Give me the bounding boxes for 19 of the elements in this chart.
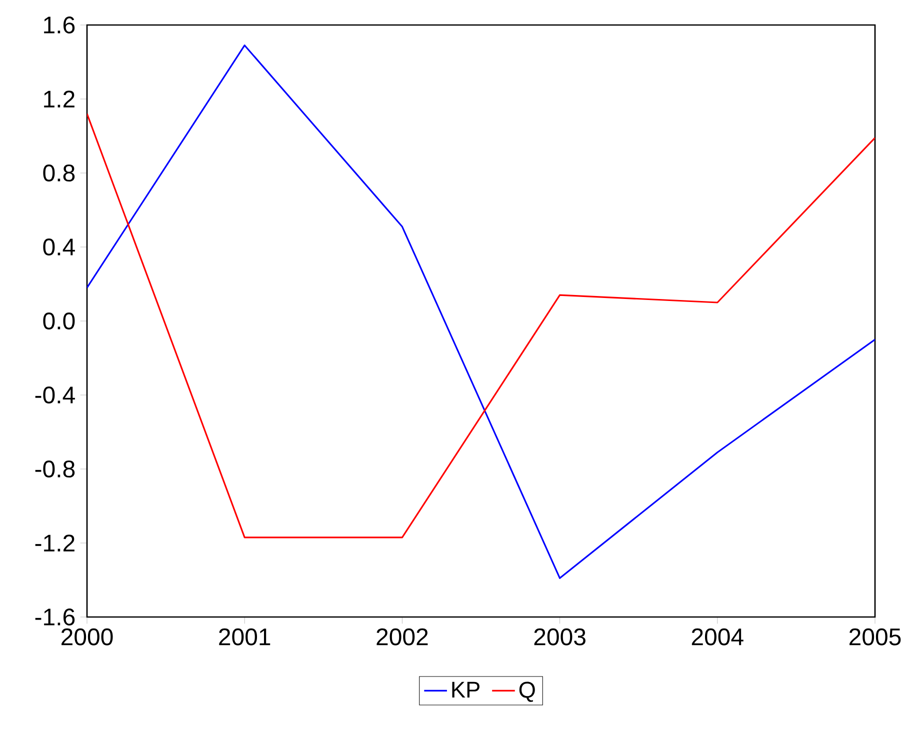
- x-tick-label: 2003: [534, 628, 586, 646]
- y-tick-label: -0.8: [35, 460, 75, 478]
- x-tick-label: 2005: [850, 628, 901, 646]
- x-tick-label: 2004: [692, 628, 744, 646]
- line-series: [87, 44, 875, 579]
- y-tick-label: -1.6: [35, 608, 75, 626]
- y-tick-label: -1.2: [35, 534, 74, 552]
- y-tick-label: -0.4: [35, 386, 75, 404]
- legend-label: Q: [519, 682, 535, 702]
- y-tick-label: 1.6: [44, 16, 75, 34]
- x-tick-label: 2001: [219, 628, 270, 646]
- y-tick-label: 0.8: [43, 164, 75, 182]
- line-series: [87, 113, 875, 538]
- y-tick-label: 0.4: [43, 238, 75, 256]
- y-tick-label: 0.0: [43, 312, 75, 330]
- x-tick-label: 2000: [62, 628, 113, 646]
- legend-label: KP: [452, 682, 480, 698]
- y-tick-label: 1.2: [44, 90, 74, 108]
- x-tick-label: 2002: [376, 628, 428, 646]
